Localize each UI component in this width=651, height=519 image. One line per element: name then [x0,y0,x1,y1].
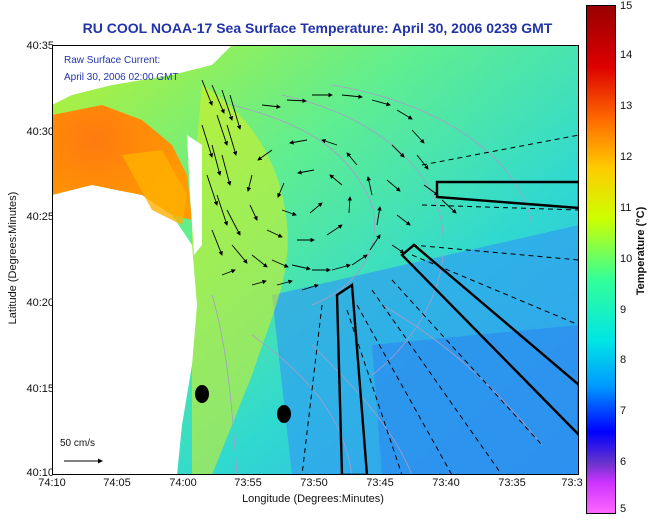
colorbar-tick: 10 [620,253,633,265]
colorbar-tick: 8 [620,354,627,366]
mooring-marker [277,405,291,423]
colorbar-tick: 5 [620,503,627,515]
colorbar-tick: 13 [620,100,633,112]
map-title: RU COOL NOAA-17 Sea Surface Temperature:… [82,20,553,36]
legend-line2: April 30, 2006 02:00 GMT [64,72,179,83]
mooring-marker [195,385,209,403]
sst-map [52,45,579,475]
lat-tick: 40:30 [26,126,54,138]
land-staten [52,45,112,105]
lat-tick: 40:20 [26,297,54,309]
lat-tick: 40:35 [26,40,54,52]
colorbar-tick: 12 [620,151,633,163]
lon-tick: 73:50 [300,477,328,489]
lon-tick: 73:55 [234,477,262,489]
lon-tick: 73:40 [432,477,460,489]
warm-water-band [192,85,288,475]
y-axis-label: Latitude (Degrees:Minutes) [7,191,19,325]
colorbar-tick: 14 [620,49,633,61]
colorbar-tick: 9 [620,304,627,316]
lon-tick: 74:05 [103,477,131,489]
x-axis-label: Longitude (Degrees:Minutes) [242,493,384,505]
surface-current-vectors [201,79,457,291]
temperature-colorbar [586,5,616,514]
lat-tick: 40:15 [26,383,54,395]
lon-tick: 73:35 [498,477,526,489]
depth-contours [211,84,543,475]
lat-tick: 40:10 [26,467,54,479]
scale-bar-label: 50 cm/s [60,438,96,449]
legend-line1: Raw Surface Current: [64,55,161,66]
colorbar-label: Temperature (°C) [635,206,647,296]
cool-water-region [372,325,579,475]
colorbar-tick: 11 [620,202,632,214]
lon-tick: 74:10 [38,477,66,489]
lon-tick: 74:00 [169,477,197,489]
sandy-hook [187,135,202,255]
colorbar-tick: 7 [620,405,627,417]
warm-bay-water [122,150,187,225]
land-new-jersey [52,185,197,475]
lat-tick: 40:25 [26,211,54,223]
lon-tick: 73:3 [561,477,583,489]
colorbar-tick: 6 [620,456,627,468]
colorbar-tick: 15 [620,0,633,12]
lon-tick: 73:45 [366,477,394,489]
